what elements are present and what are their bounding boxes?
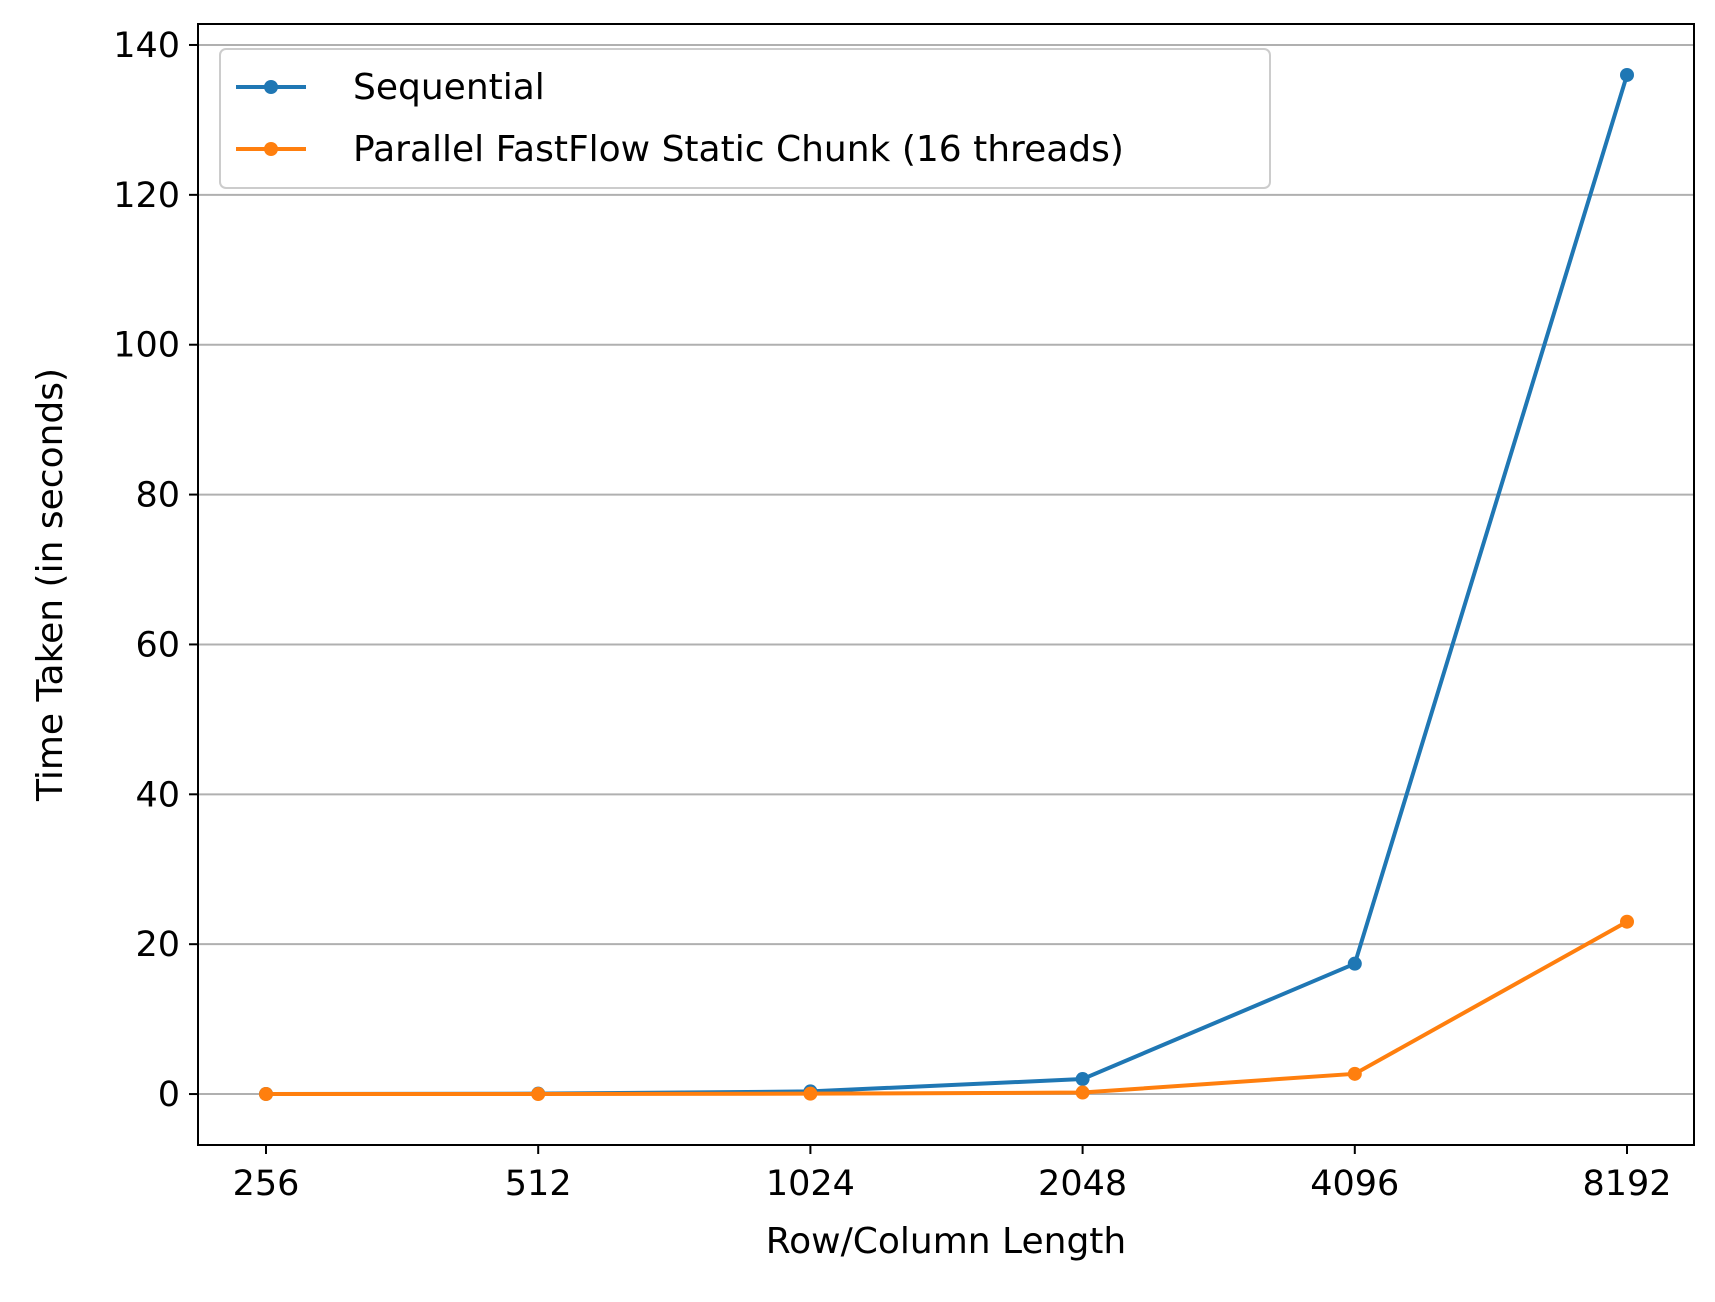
data-point	[1347, 956, 1362, 971]
x-tick-label: 4096	[1310, 1164, 1399, 1204]
legend: Sequential Parallel FastFlow Static Chunk…	[219, 48, 1271, 189]
series-0	[259, 67, 1634, 1101]
y-tick-label: 140	[113, 26, 180, 66]
series-layer	[259, 67, 1634, 1102]
series-line	[264, 918, 1630, 1097]
y-tick-label: 0	[158, 1075, 180, 1115]
legend-marker	[264, 142, 278, 156]
data-point	[1620, 914, 1634, 929]
series-line	[263, 72, 1630, 1096]
y-tick-label: 80	[135, 476, 180, 516]
y-tick-label: 60	[135, 625, 180, 665]
data-point	[1075, 1085, 1090, 1100]
y-tick-label: 120	[113, 176, 180, 216]
legend-item: Sequential	[236, 67, 545, 108]
data-point	[1347, 1066, 1362, 1081]
legend-marker	[264, 80, 278, 94]
data-point	[1075, 1072, 1090, 1087]
y-tick-label: 100	[113, 326, 180, 366]
data-point	[803, 1086, 818, 1101]
x-tick-label: 8192	[1582, 1164, 1671, 1204]
legend-item: Parallel FastFlow Static Chunk (16 threa…	[236, 129, 1124, 170]
data-point	[531, 1087, 546, 1102]
x-tick-label: 512	[505, 1164, 572, 1204]
x-tick-label: 1024	[766, 1164, 855, 1204]
y-tick-label: 40	[135, 775, 180, 815]
legend-box	[219, 48, 1271, 189]
y-tick-label: 20	[135, 925, 180, 965]
y-axis-label: Time Taken (in seconds)	[30, 368, 71, 802]
x-tick-label: 256	[233, 1164, 300, 1204]
data-point	[259, 1087, 273, 1102]
x-axis-label: Row/Column Length	[766, 1221, 1126, 1262]
data-point	[1620, 67, 1634, 82]
x-tick-label: 2048	[1038, 1164, 1127, 1204]
plot-area-frame	[197, 23, 1695, 1146]
gridlines	[198, 43, 1694, 1096]
series-1	[259, 914, 1634, 1102]
y-axis-ticks: 0 20 40 60 80 100 120 140	[113, 26, 198, 1115]
legend-label: Sequential	[353, 67, 545, 108]
legend-label: Parallel FastFlow Static Chunk (16 threa…	[353, 129, 1124, 170]
x-axis-ticks: 256 512 1024 2048 4096 8192	[233, 1145, 1672, 1204]
